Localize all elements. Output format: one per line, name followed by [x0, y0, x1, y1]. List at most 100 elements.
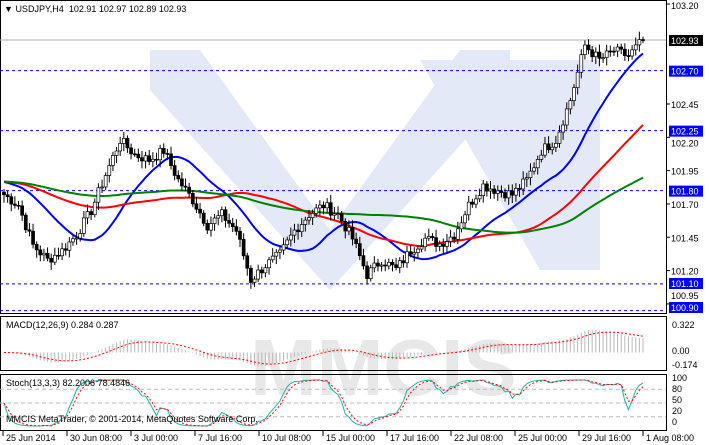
candle: [74, 237, 79, 240]
candle: [172, 165, 177, 176]
candle: [372, 262, 377, 269]
candle: [27, 229, 32, 232]
candle: [201, 212, 206, 224]
candle: [561, 124, 565, 133]
watermark-logo: [150, 50, 510, 290]
candle: [514, 188, 518, 196]
candle: [347, 227, 351, 232]
time-axis-label: 10 Jul 08:00: [262, 433, 311, 443]
candle: [492, 188, 496, 194]
candle: [579, 54, 584, 73]
candle: [285, 239, 290, 246]
stoch-axis-label: 0: [672, 417, 677, 427]
level-label: 102.70: [671, 67, 699, 77]
candle: [350, 227, 355, 240]
candle: [278, 249, 282, 253]
candle: [328, 202, 333, 216]
candle: [557, 131, 562, 144]
candle: [401, 260, 406, 264]
candle: [339, 213, 344, 222]
candle: [136, 153, 141, 159]
candle: [633, 44, 638, 51]
candle: [187, 186, 192, 194]
candle: [546, 143, 551, 151]
candle: [296, 229, 300, 233]
candle: [161, 148, 166, 154]
time-axis-label: 17 Jul 16:00: [390, 433, 439, 443]
current-price-label: 102.93: [671, 36, 699, 46]
candle: [539, 154, 544, 160]
candle: [299, 224, 304, 233]
candle: [158, 148, 162, 161]
candle: [303, 219, 308, 225]
level-label: 101.80: [671, 187, 699, 197]
candle: [368, 267, 373, 279]
candle: [129, 147, 133, 155]
candle: [343, 220, 348, 232]
candle: [543, 143, 547, 156]
candle: [321, 204, 326, 209]
symbol-label: USDJPY,H4: [15, 4, 64, 14]
candle: [245, 255, 250, 269]
level-label-bg: [669, 185, 703, 197]
candle: [506, 190, 511, 199]
candle: [397, 260, 402, 268]
candle: [34, 243, 39, 251]
level-label: 102.25: [671, 127, 699, 137]
candle: [575, 71, 580, 88]
candle: [521, 178, 526, 190]
price-axis-label: 103.20: [671, 1, 699, 11]
candle: [31, 230, 35, 245]
candle: [71, 238, 75, 243]
candle: [2, 191, 6, 196]
candle: [466, 201, 471, 216]
candle: [169, 153, 173, 166]
ohlc-values: 102.91 102.97 102.89 102.93: [68, 4, 187, 14]
candle: [274, 251, 279, 257]
candle: [23, 214, 28, 231]
candle: [307, 217, 311, 221]
candle: [230, 222, 235, 228]
candle: [365, 265, 369, 279]
time-axis-label: 15 Jul 00:00: [326, 433, 375, 443]
candle: [394, 264, 398, 268]
candle: [408, 251, 413, 255]
candle: [13, 203, 17, 206]
candle: [111, 155, 115, 166]
candle: [143, 155, 148, 162]
candle: [586, 44, 591, 51]
candle: [459, 222, 464, 230]
candle: [510, 190, 515, 196]
candle: [9, 196, 14, 205]
candle: [419, 246, 424, 250]
time-axis-label: 25 Jun 2014: [6, 433, 56, 443]
stoch-label: Stoch(13,3,3) 82.2006 78.4846: [6, 378, 131, 388]
price-axis-label: 102.45: [671, 100, 699, 110]
candle: [622, 48, 627, 56]
candles: [2, 31, 645, 289]
candle: [151, 158, 155, 162]
candle: [325, 202, 329, 209]
candle: [194, 203, 199, 210]
time-axis-label: 3 Jul 00:00: [134, 433, 178, 443]
candle: [336, 213, 340, 216]
candle: [441, 243, 446, 247]
macd-axis-label: 0.00: [672, 346, 690, 356]
macd-axis-label: -0.174: [672, 360, 698, 370]
candle: [535, 159, 540, 169]
stoch-axis-label: 50: [672, 395, 682, 405]
candle: [430, 236, 435, 238]
candle: [42, 252, 46, 256]
candle: [626, 55, 631, 57]
candle: [89, 211, 93, 216]
collapse-triangle-icon[interactable]: ▼: [4, 4, 13, 14]
copyright-text: MMCIS MetaTrader, © 2001-2014, MetaQuote…: [6, 414, 258, 424]
candle: [481, 183, 486, 196]
time-axis-label: 22 Jul 08:00: [454, 433, 503, 443]
candle: [455, 228, 460, 240]
symbol-header: ▼ USDJPY,H4 102.91 102.97 102.89 102.93: [4, 4, 186, 14]
candle: [310, 213, 315, 219]
candle: [125, 138, 130, 149]
candle: [49, 257, 54, 263]
